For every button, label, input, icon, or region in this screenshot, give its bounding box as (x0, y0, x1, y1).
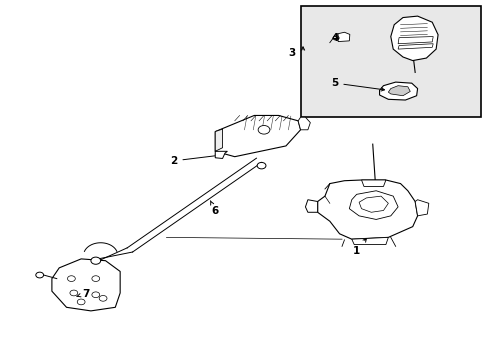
Text: 6: 6 (210, 201, 219, 216)
Text: 5: 5 (330, 78, 384, 91)
Polygon shape (390, 16, 437, 60)
Polygon shape (361, 180, 385, 186)
Polygon shape (52, 259, 120, 311)
Polygon shape (298, 117, 310, 130)
Polygon shape (305, 200, 317, 212)
Polygon shape (215, 151, 227, 158)
Circle shape (257, 162, 265, 169)
Polygon shape (379, 82, 417, 100)
Circle shape (332, 36, 338, 40)
Polygon shape (348, 191, 397, 220)
Circle shape (258, 126, 269, 134)
Text: 4: 4 (330, 33, 338, 43)
Text: 7: 7 (77, 289, 89, 298)
Polygon shape (351, 237, 387, 244)
Bar (300, 6, 480, 117)
Polygon shape (358, 196, 387, 212)
Text: 1: 1 (352, 239, 366, 256)
Circle shape (92, 292, 100, 298)
Polygon shape (387, 86, 409, 96)
Polygon shape (215, 116, 300, 157)
Circle shape (92, 276, 100, 282)
Circle shape (91, 257, 101, 264)
Text: 2: 2 (170, 154, 218, 166)
Text: 3: 3 (288, 48, 295, 58)
Polygon shape (215, 129, 222, 151)
Polygon shape (317, 180, 417, 239)
Circle shape (70, 290, 78, 296)
Circle shape (67, 276, 75, 282)
Polygon shape (337, 32, 349, 41)
Circle shape (77, 299, 85, 305)
Circle shape (36, 272, 43, 278)
Polygon shape (414, 200, 428, 216)
Circle shape (99, 296, 107, 301)
